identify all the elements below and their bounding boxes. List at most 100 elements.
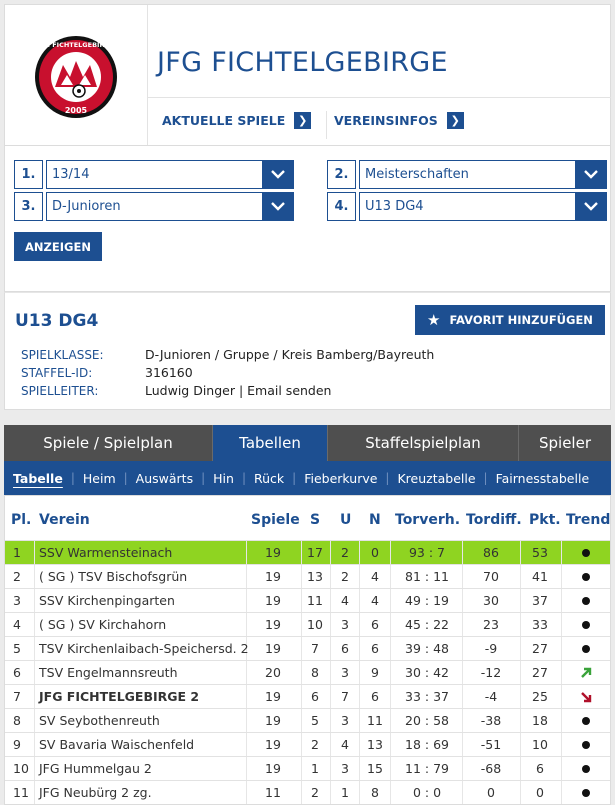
cell-place: 4 — [13, 617, 21, 632]
add-favorite-button[interactable]: ★ FAVORIT HINZUFÜGEN — [415, 305, 605, 335]
cell-games: 11 — [265, 785, 281, 800]
cell-club[interactable]: SV Seybothenreuth — [39, 713, 160, 728]
link-divider — [326, 111, 327, 139]
column-divider — [520, 733, 521, 756]
header-place: Pl. — [11, 512, 32, 528]
table-row[interactable]: 11 JFG Neubürg 2 zg. 11 2 1 8 0 : 0 0 0 — [5, 780, 610, 804]
select-value: 13/14 — [52, 167, 90, 182]
cell-losses: 0 — [371, 545, 379, 560]
table-row[interactable]: 7 JFG FICHTELGEBIRGE 2 19 6 7 6 33 : 37 -4 25 — [5, 684, 610, 708]
cell-place: 1 — [13, 545, 21, 560]
subtab-second-half[interactable]: Rück — [253, 470, 285, 486]
column-divider — [462, 757, 463, 780]
club-info-link[interactable]: VEREINSINFOS ❯ — [334, 112, 464, 129]
subtab-fairness-table[interactable]: Fairnesstabelle — [495, 470, 590, 486]
column-divider — [246, 685, 247, 708]
chevron-down-icon[interactable] — [575, 161, 606, 188]
column-divider — [520, 685, 521, 708]
league-select[interactable]: 4. U13 DG4 — [327, 192, 607, 221]
column-divider — [34, 613, 35, 636]
cell-club[interactable]: JFG Neubürg 2 zg. — [39, 785, 152, 800]
column-divider — [520, 613, 521, 636]
column-divider — [390, 685, 391, 708]
trend-same-icon — [562, 589, 610, 612]
info-label-id: STAFFEL-ID: — [21, 366, 93, 380]
tab-tables[interactable]: Tabellen — [213, 425, 328, 461]
subtab-table[interactable]: Tabelle — [13, 470, 63, 486]
table-row[interactable]: 1 SSV Warmensteinach 19 17 2 0 93 : 7 86 53 — [5, 540, 610, 564]
cell-club[interactable]: SV Bavaria Waischenfeld — [39, 737, 195, 752]
table-row[interactable]: 6 TSV Engelmannsreuth 20 8 3 9 30 : 42 -12 27 — [5, 660, 610, 684]
column-divider — [246, 733, 247, 756]
cell-games: 19 — [265, 737, 281, 752]
cell-club[interactable]: JFG Hummelgau 2 — [39, 761, 152, 776]
subtab-fever-curve[interactable]: Fieberkurve — [304, 470, 378, 486]
cell-club[interactable]: SSV Warmensteinach — [39, 545, 173, 560]
header-losses: N — [369, 512, 381, 528]
select-field[interactable]: D-Junioren — [46, 192, 294, 221]
sub-tabs: Tabelle | Heim | Auswärts | Hin | Rück | Fieb… — [4, 461, 611, 495]
select-field[interactable]: U13 DG4 — [359, 192, 607, 221]
subtab-cross-table[interactable]: Kreuztabelle — [397, 470, 476, 486]
select-field[interactable]: 13/14 — [46, 160, 294, 189]
cell-club[interactable]: TSV Engelmannsreuth — [39, 665, 178, 680]
column-divider — [359, 541, 360, 564]
tab-league-schedule[interactable]: Staffelspielplan — [328, 425, 519, 461]
table-row[interactable]: 9 SV Bavaria Waischenfeld 19 2 4 13 18 : 69 -51… — [5, 732, 610, 756]
subtab-home[interactable]: Heim — [82, 470, 116, 486]
column-divider — [462, 565, 463, 588]
column-divider — [301, 685, 302, 708]
cell-goals: 39 : 48 — [405, 641, 449, 656]
column-divider — [359, 589, 360, 612]
cell-club[interactable]: TSV Kirchenlaibach-Speichersd. 2 — [39, 641, 249, 656]
cell-club[interactable]: SSV Kirchenpingarten — [39, 593, 175, 608]
cell-club[interactable]: ( SG ) TSV Bischofsgrün — [39, 569, 188, 584]
trend-up-icon — [562, 661, 610, 684]
subtab-away[interactable]: Auswärts — [135, 470, 194, 486]
chevron-down-icon[interactable] — [575, 193, 606, 220]
column-divider — [246, 709, 247, 732]
trend-same-icon — [562, 781, 610, 804]
cell-draws: 3 — [341, 761, 349, 776]
chevron-down-icon[interactable] — [262, 193, 293, 220]
cell-wins: 6 — [311, 689, 319, 704]
show-button[interactable]: ANZEIGEN — [14, 232, 102, 261]
cell-place: 8 — [13, 713, 21, 728]
table-row[interactable]: 5 TSV Kirchenlaibach-Speichersd. 2 19 7 6 6 39… — [5, 636, 610, 660]
cell-wins: 1 — [311, 761, 319, 776]
cell-wins: 2 — [311, 785, 319, 800]
column-divider — [561, 541, 562, 564]
cell-wins: 11 — [307, 593, 323, 608]
column-divider — [561, 781, 562, 804]
column-divider — [246, 781, 247, 804]
cell-draws: 7 — [341, 689, 349, 704]
column-divider — [561, 757, 562, 780]
current-games-link[interactable]: AKTUELLE SPIELE ❯ — [162, 112, 312, 129]
table-row[interactable]: 10 JFG Hummelgau 2 19 1 3 15 11 : 79 -68 6 — [5, 756, 610, 780]
age-group-select[interactable]: 3. D-Junioren — [14, 192, 294, 221]
table-row[interactable]: 4 ( SG ) SV Kirchahorn 19 10 3 6 45 : 22 23 33 — [5, 612, 610, 636]
season-select[interactable]: 1. 13/14 — [14, 160, 294, 189]
cell-goals: 30 : 42 — [405, 665, 449, 680]
column-divider — [330, 637, 331, 660]
tab-players[interactable]: Spieler — [538, 434, 591, 452]
select-field[interactable]: Meisterschaften — [359, 160, 607, 189]
table-body: 1 SSV Warmensteinach 19 17 2 0 93 : 7 86 53 2( SG… — [5, 540, 610, 804]
subtab-first-half[interactable]: Hin — [213, 470, 234, 486]
cell-goal-diff: 30 — [483, 593, 499, 608]
table-row[interactable]: 8 SV Seybothenreuth 19 5 3 11 20 : 58 -38 18 — [5, 708, 610, 732]
column-divider — [462, 709, 463, 732]
column-divider — [34, 541, 35, 564]
column-divider — [301, 613, 302, 636]
cell-goal-diff: 0 — [487, 785, 495, 800]
cell-club[interactable]: ( SG ) SV Kirchahorn — [39, 617, 167, 632]
cell-games: 20 — [265, 665, 281, 680]
chevron-down-icon[interactable] — [262, 161, 293, 188]
competition-select[interactable]: 2. Meisterschaften — [327, 160, 607, 189]
cell-club[interactable]: JFG FICHTELGEBIRGE 2 — [39, 689, 200, 704]
tab-schedule[interactable]: Spiele / Spielplan — [4, 425, 213, 461]
table-row[interactable]: 3 SSV Kirchenpingarten 19 11 4 4 49 : 19 30 37 — [5, 588, 610, 612]
table-row[interactable]: 2 ( SG ) TSV Bischofsgrün 19 13 2 4 81 : 11 70 4… — [5, 564, 610, 588]
column-divider — [330, 565, 331, 588]
info-value-leader[interactable]: Ludwig Dinger | Email senden — [145, 383, 332, 398]
